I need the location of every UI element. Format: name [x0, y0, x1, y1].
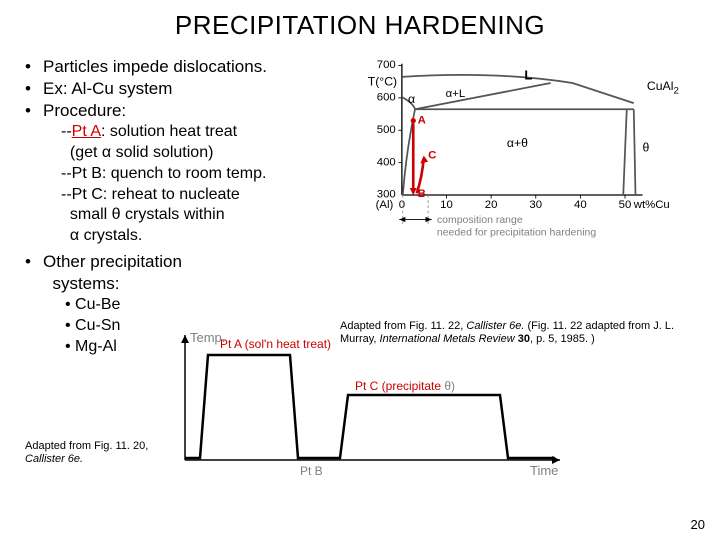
svg-text:50: 50 — [619, 199, 632, 211]
svg-text:L: L — [524, 68, 532, 83]
svg-text:500: 500 — [377, 124, 396, 136]
caption-left: Adapted from Fig. 11. 20, Callister 6e. — [25, 440, 155, 466]
other-1: Cu-Be — [75, 296, 120, 313]
svg-text:(Al): (Al) — [376, 199, 394, 211]
sub1-pta: Pt A — [72, 123, 101, 140]
svg-text:θ: θ — [643, 140, 650, 154]
svg-text:composition range: composition range — [437, 214, 523, 226]
time-diagram: Temp. Time Pt A (sol'n heat treat) Pt C … — [160, 330, 570, 480]
svg-text:α: α — [408, 92, 415, 106]
svg-text:Time: Time — [530, 463, 558, 478]
other-2: Cu-Sn — [75, 317, 120, 334]
svg-text:30: 30 — [529, 199, 542, 211]
svg-text:α+L: α+L — [446, 88, 466, 100]
svg-text:needed for precipitation harde: needed for precipitation hardening — [437, 226, 597, 238]
svg-text:Pt B: Pt B — [300, 464, 323, 478]
other-3: Mg-Al — [75, 338, 117, 355]
svg-text:20: 20 — [485, 199, 498, 211]
bullet-2: Ex: Al-Cu system — [43, 78, 172, 100]
x-ticks: 0 10 20 30 40 50 — [399, 195, 632, 211]
page-title: PRECIPITATION HARDENING — [0, 0, 720, 41]
bullet-4b: systems: — [43, 273, 695, 295]
caption-right: Adapted from Fig. 11. 22, Callister 6e. … — [340, 320, 700, 346]
svg-text:A: A — [418, 114, 426, 126]
svg-text:CuAl2: CuAl2 — [647, 79, 679, 97]
svg-text:Pt A (sol'n heat treat): Pt A (sol'n heat treat) — [220, 337, 331, 351]
sub1a: -- — [61, 123, 72, 140]
svg-text:700: 700 — [377, 59, 396, 71]
bullet-3: Procedure: — [43, 100, 126, 122]
svg-text:C: C — [428, 149, 436, 161]
svg-text:600: 600 — [377, 92, 396, 104]
svg-text:0: 0 — [399, 199, 405, 211]
svg-text:400: 400 — [377, 156, 396, 168]
svg-text:Pt C (precipitate θ): Pt C (precipitate θ) — [355, 379, 455, 393]
svg-text:α+θ: α+θ — [507, 136, 528, 150]
svg-text:10: 10 — [440, 199, 453, 211]
bullet-4: Other precipitation — [43, 251, 182, 273]
phase-diagram: 700 600 500 400 300 T(°C) 0 10 20 30 40 … — [340, 55, 700, 265]
svg-text:wt%Cu: wt%Cu — [633, 199, 670, 211]
svg-text:40: 40 — [574, 199, 587, 211]
page-number: 20 — [691, 517, 705, 532]
bullet-1: Particles impede dislocations. — [43, 56, 267, 78]
sub1c: : solution heat treat — [101, 123, 237, 140]
y-axis-label: T(°C) — [368, 75, 397, 89]
